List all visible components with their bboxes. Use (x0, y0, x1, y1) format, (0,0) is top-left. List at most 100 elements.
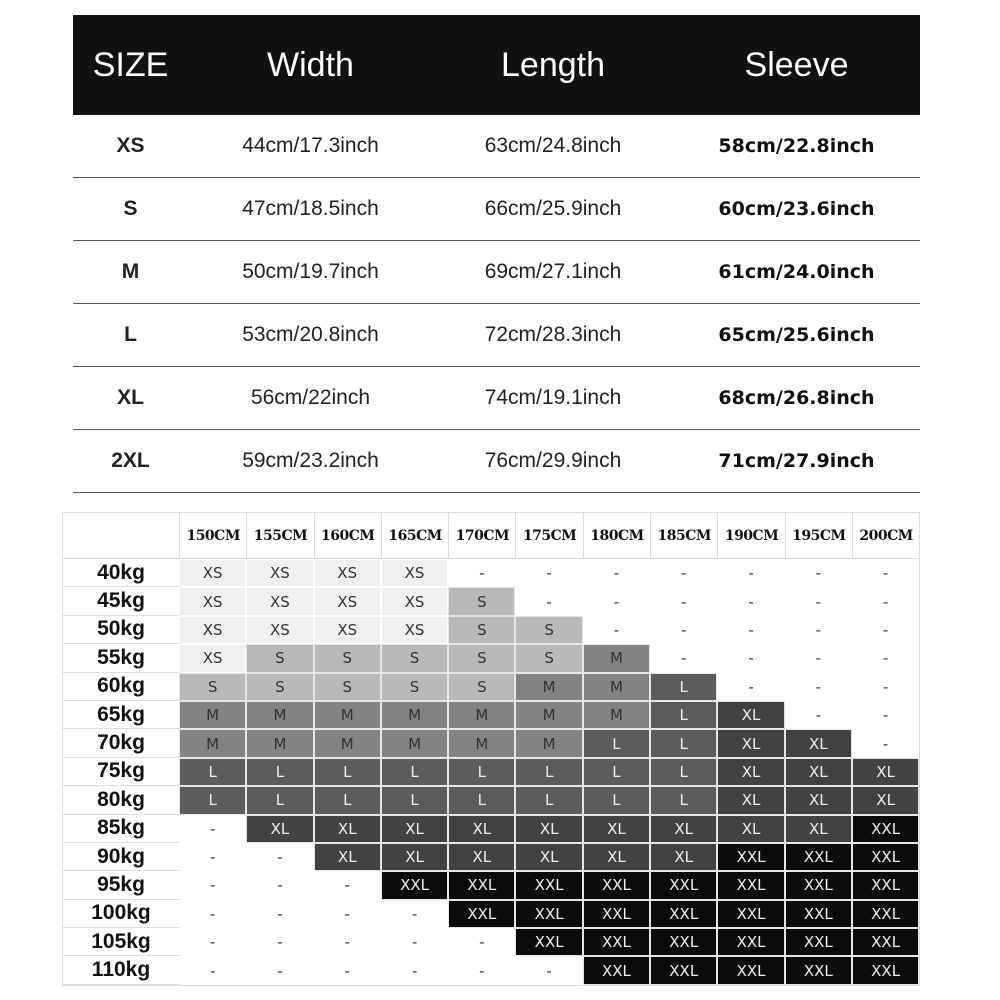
length-value: 66cm/25.9inch (484, 197, 622, 220)
size-row: XL 56cm/22inch 74cm/19.1inch 68cm/26.8inch (73, 367, 920, 430)
fit-cell: S (313, 672, 381, 701)
size-row: L 53cm/20.8inch 72cm/28.3inch 65cm/25.6inch (73, 304, 920, 367)
fit-cell: L (313, 757, 381, 787)
fit-cell: M (515, 672, 583, 701)
fit-cell: - (515, 587, 583, 616)
fit-cell: L (313, 786, 381, 815)
fit-cell: XL (650, 842, 718, 872)
fit-cell: XXL (784, 928, 852, 957)
length-value: 72cm/28.3inch (484, 323, 622, 346)
fit-cell: XXL (717, 928, 785, 957)
fit-cell: XXL (784, 956, 852, 985)
fit-cell: - (717, 644, 785, 673)
sleeve-value: 65cm/25.6inch (718, 324, 875, 346)
size-label: XS (116, 134, 145, 157)
fit-cell: XL (851, 786, 920, 815)
header-width: Width (267, 45, 354, 84)
fit-cell: XL (313, 814, 381, 843)
fit-cell: XXL (448, 899, 516, 929)
fit-cell: S (515, 615, 583, 645)
fit-cell: - (582, 587, 651, 616)
fit-cell: S (448, 672, 516, 701)
fit-cell: - (179, 871, 247, 900)
fit-cell: M (313, 700, 381, 730)
fit-cell: XXL (717, 842, 785, 872)
fit-cell: XXL (650, 871, 718, 900)
width-value: 53cm/20.8inch (242, 323, 379, 346)
fit-cell: XS (246, 559, 314, 588)
width-value: 47cm/18.5inch (242, 197, 379, 220)
fit-cell: XXL (851, 899, 920, 929)
fit-cell: - (246, 842, 314, 872)
width-value: 59cm/23.2inch (242, 449, 379, 472)
fit-cell: L (650, 757, 718, 787)
fit-cell: - (851, 729, 920, 758)
fit-cell: - (851, 672, 920, 701)
fit-cell: S (246, 644, 314, 673)
fit-cell: XXL (851, 814, 920, 843)
fit-cell: L (179, 786, 247, 815)
fit-cell: S (380, 672, 449, 701)
fit-cell: - (448, 928, 516, 957)
weight-label: 65kg (63, 701, 179, 730)
length-value: 63cm/24.8inch (484, 134, 622, 157)
fit-cell: L (380, 757, 449, 787)
height-header: 160CM (313, 513, 381, 559)
fit-cell: - (784, 672, 852, 701)
fit-cell: L (179, 757, 247, 787)
fit-cell: - (313, 928, 381, 957)
fit-cell: - (313, 871, 381, 900)
length-value: 76cm/29.9inch (484, 449, 622, 472)
fit-cell: XL (313, 842, 381, 872)
fit-cell: - (246, 928, 314, 957)
fit-cell: - (582, 559, 651, 588)
fit-cell: - (717, 615, 785, 645)
fit-cell: XL (246, 814, 314, 843)
fit-cell: XL (784, 757, 852, 787)
fit-cell: XL (717, 729, 785, 758)
fit-cell: - (784, 644, 852, 673)
fit-cell: XXL (582, 928, 651, 957)
fit-cell: L (448, 786, 516, 815)
sleeve-value: 58cm/22.8inch (718, 135, 875, 157)
fit-cell: L (246, 786, 314, 815)
fit-cell: XXL (851, 842, 920, 872)
fit-cell: XXL (515, 928, 583, 957)
weight-label: 105kg (63, 928, 179, 957)
fit-cell: XL (784, 814, 852, 843)
height-header: 190CM (717, 513, 785, 559)
fit-cell: XL (784, 729, 852, 758)
size-row: S 47cm/18.5inch 66cm/25.9inch 60cm/23.6inch (73, 178, 920, 241)
fit-cell: XL (717, 700, 785, 730)
fit-cell: M (179, 700, 247, 730)
fit-cell: M (448, 729, 516, 758)
width-value: 44cm/17.3inch (242, 134, 379, 157)
size-label: M (121, 260, 140, 283)
fit-cell: XS (246, 615, 314, 645)
length-value: 74cm/19.1inch (484, 386, 622, 409)
fit-cell: - (851, 559, 920, 588)
fit-cell: - (650, 615, 718, 645)
fit-cell: XS (313, 615, 381, 645)
fit-cell: XS (179, 587, 247, 616)
fit-cell: XS (313, 587, 381, 616)
fit-cell: L (448, 757, 516, 787)
height-header: 175CM (515, 513, 583, 559)
width-value: 56cm/22inch (250, 386, 371, 409)
fit-cell: L (380, 786, 449, 815)
fit-cell: XL (380, 842, 449, 872)
fit-cell: XS (246, 587, 314, 616)
fit-cell: M (380, 700, 449, 730)
fit-cell: XL (650, 814, 718, 843)
height-header: 165CM (380, 513, 449, 559)
fit-cell: XXL (650, 956, 718, 985)
fit-cell: - (179, 956, 247, 985)
fit-cell: XL (717, 814, 785, 843)
fit-cell: - (784, 559, 852, 588)
weight-label: 55kg (63, 644, 179, 673)
fit-cell: - (515, 956, 583, 985)
fit-cell: - (448, 559, 516, 588)
fit-cell: - (650, 587, 718, 616)
height-header: 200CM (851, 513, 920, 559)
fit-cell: S (179, 672, 247, 701)
